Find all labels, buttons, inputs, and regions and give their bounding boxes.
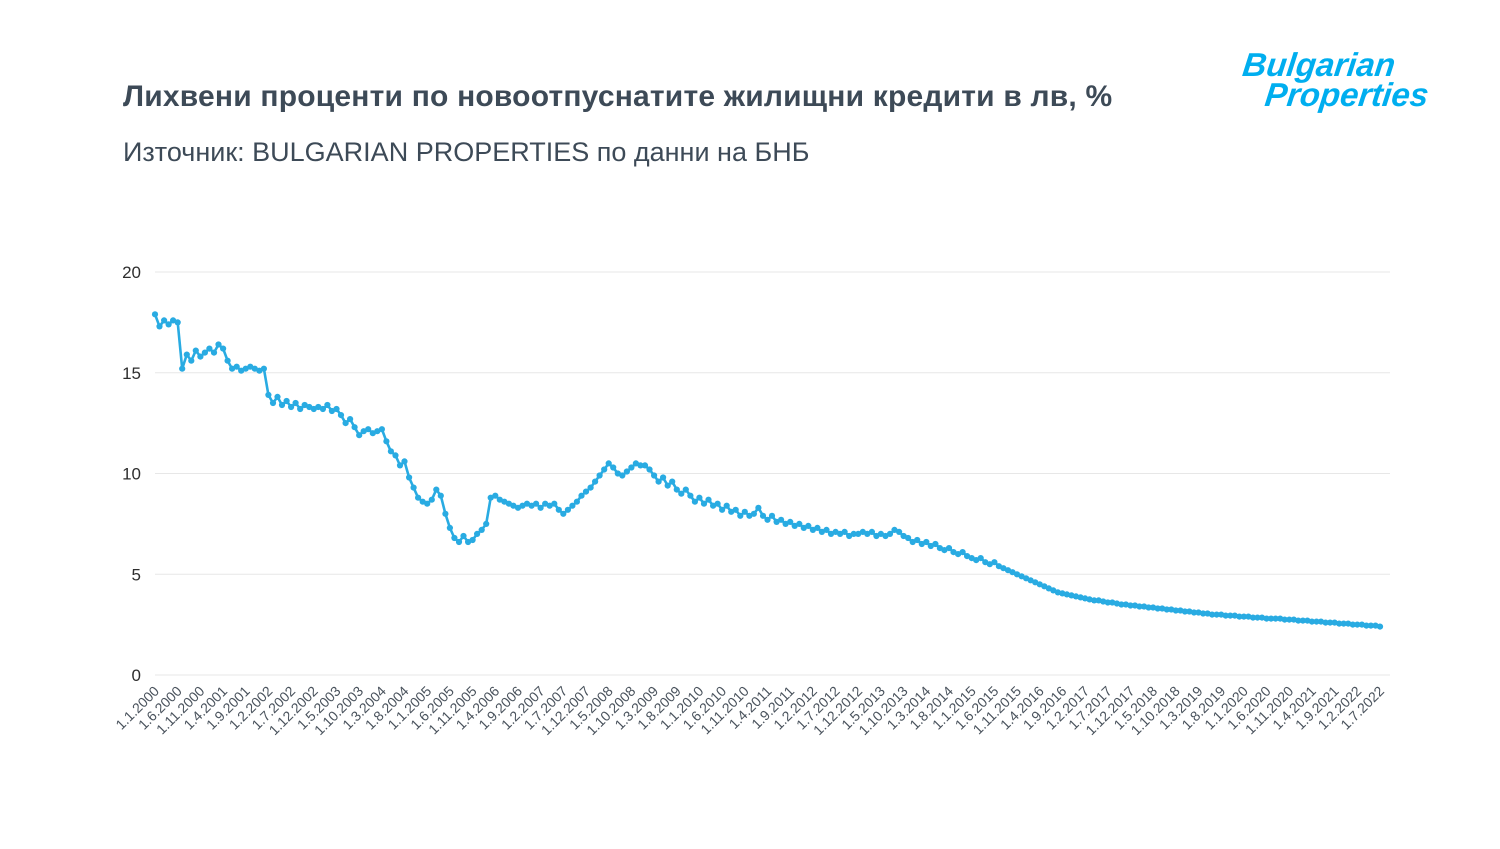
interest-rate-line-chart: 0 5 10 15 20 1.1.2000 1.6.2000 1.11.2000 1.4.200… [100, 250, 1460, 844]
bulgarian-properties-logo: Bulgarian Properties [1237, 46, 1434, 114]
svg-text:10: 10 [122, 465, 141, 484]
svg-text:0: 0 [132, 666, 141, 685]
svg-text:5: 5 [132, 565, 141, 584]
svg-text:20: 20 [122, 263, 141, 282]
chart-canvas[interactable]: 051015201.1.20001.6.20001.11.20001.4.200… [100, 250, 1460, 844]
source-subtitle: Източник: BULGARIAN PROPERTIES по данни … [123, 137, 810, 167]
page-title: Лихвени проценти по новоотпуснатите жили… [123, 80, 1113, 113]
logo-line2: Properties [1262, 76, 1431, 114]
svg-text:15: 15 [122, 364, 141, 383]
